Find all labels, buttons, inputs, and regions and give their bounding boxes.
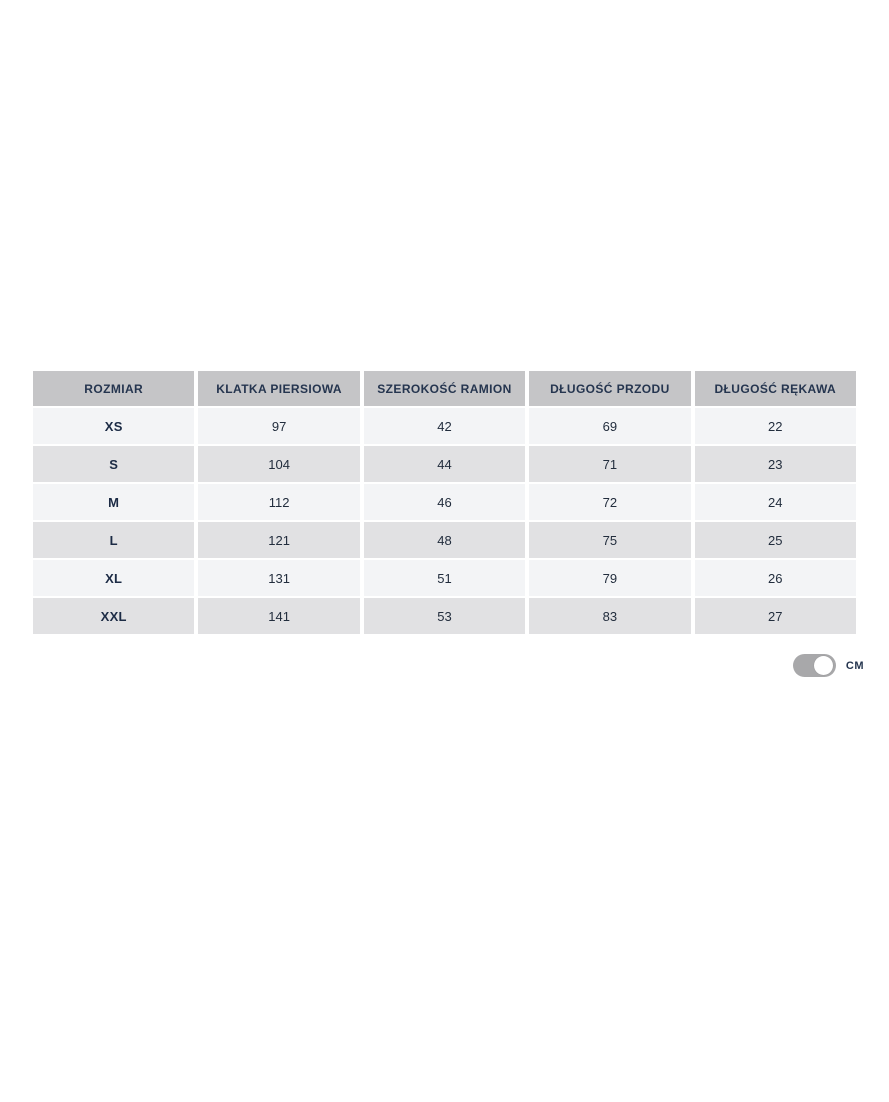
- header-rozmiar: ROZMIAR: [33, 371, 195, 406]
- value-cell-sleeve-length: 25: [694, 522, 856, 558]
- value-cell-chest: 121: [198, 522, 360, 558]
- value-cell-front-length: 72: [529, 484, 691, 520]
- header-dlugosc-rekawa: DŁUGOŚĆ RĘKAWA: [694, 371, 856, 406]
- value-cell-chest: 141: [198, 598, 360, 634]
- value-cell-sleeve-length: 24: [694, 484, 856, 520]
- value-cell-chest: 131: [198, 560, 360, 596]
- value-cell-shoulders: 46: [363, 484, 526, 520]
- value-cell-chest: 112: [198, 484, 360, 520]
- value-cell-chest: 104: [198, 446, 360, 482]
- size-cell: M: [33, 484, 195, 520]
- size-cell: XXL: [33, 598, 195, 634]
- value-cell-front-length: 71: [529, 446, 691, 482]
- value-cell-front-length: 79: [529, 560, 691, 596]
- value-cell-front-length: 69: [529, 408, 691, 444]
- size-cell: XS: [33, 408, 195, 444]
- value-cell-front-length: 83: [529, 598, 691, 634]
- size-cell: S: [33, 446, 195, 482]
- header-dlugosc-przodu: DŁUGOŚĆ PRZODU: [529, 371, 691, 406]
- unit-toggle[interactable]: [792, 654, 836, 677]
- value-cell-shoulders: 48: [363, 522, 526, 558]
- value-cell-shoulders: 51: [363, 560, 526, 596]
- value-cell-shoulders: 42: [363, 408, 526, 444]
- value-cell-front-length: 75: [529, 522, 691, 558]
- unit-label: CM: [845, 659, 864, 672]
- header-klatka-piersiowa: KLATKA PIERSIOWA: [198, 371, 360, 406]
- value-cell-chest: 97: [198, 408, 360, 444]
- size-cell: L: [33, 522, 195, 558]
- value-cell-shoulders: 53: [363, 598, 526, 634]
- value-cell-shoulders: 44: [363, 446, 526, 482]
- toggle-knob-icon: [813, 656, 833, 675]
- value-cell-sleeve-length: 26: [694, 560, 856, 596]
- unit-control: CM: [792, 654, 864, 677]
- header-szerokosc-ramion: SZEROKOŚĆ RAMION: [363, 371, 526, 406]
- value-cell-sleeve-length: 23: [694, 446, 856, 482]
- value-cell-sleeve-length: 27: [694, 598, 856, 634]
- size-table: ROZMIAR KLATKA PIERSIOWA SZEROKOŚĆ RAMIO…: [33, 371, 856, 634]
- value-cell-sleeve-length: 22: [694, 408, 856, 444]
- size-cell: XL: [33, 560, 195, 596]
